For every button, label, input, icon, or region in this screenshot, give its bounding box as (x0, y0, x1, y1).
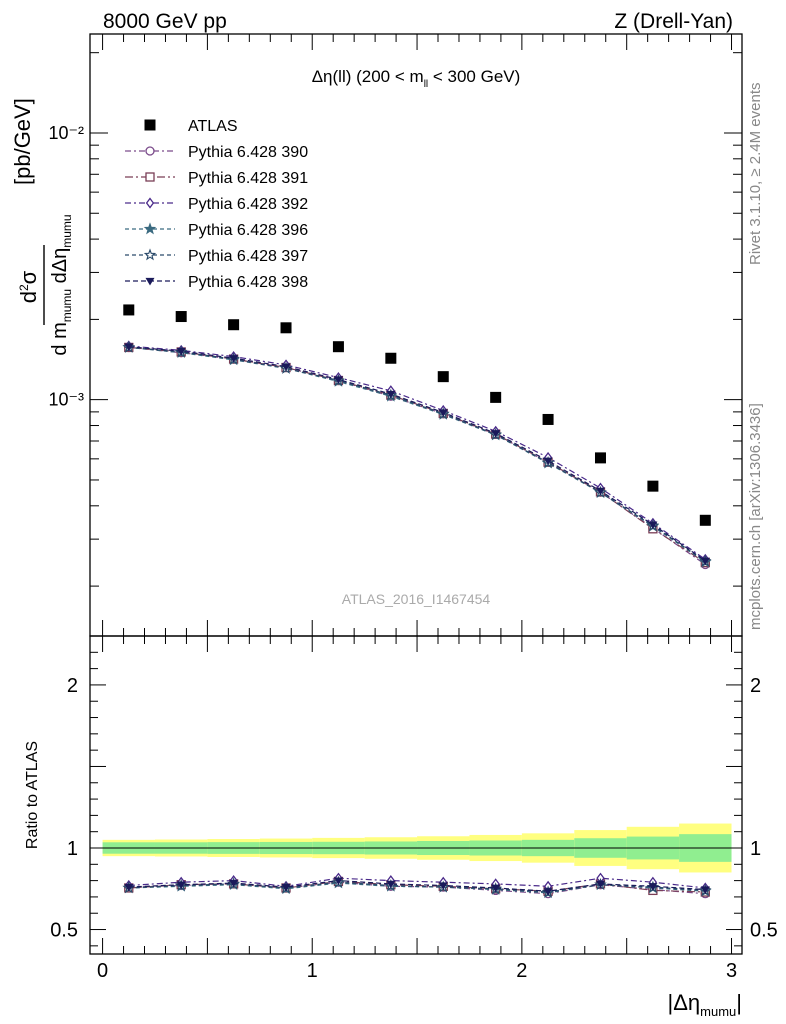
legend-marker (145, 197, 155, 209)
ratio-point (648, 883, 658, 891)
data-point-atlas (594, 452, 606, 464)
data-point-mc (491, 430, 501, 438)
legend-label: Pythia 6.428 397 (188, 248, 308, 265)
y-tick-label-main: 10⁻³ (48, 390, 84, 410)
legend-marker (144, 119, 156, 131)
mcplots-label: mcplots.cern.ch [arXiv:1306.3436] (747, 403, 764, 630)
main-title: Δη(ll) (200 < mll < 300 GeV) (312, 67, 521, 90)
svg-text:d mmumu dΔηmumu: d mmumu dΔηmumu (49, 214, 74, 355)
ratio-point (229, 879, 239, 888)
series-line (128, 346, 706, 564)
x-tick-label: 0 (97, 960, 108, 982)
ratio-series (122, 872, 712, 899)
ratio-point (176, 881, 186, 890)
main-ticks: 10⁻³ 10⁻² (48, 34, 742, 636)
series-line (128, 346, 706, 562)
x-tick-label: 1 (307, 960, 318, 982)
ratio-point (543, 888, 553, 896)
svg-text:[pb/GeV]: [pb/GeV] (10, 98, 35, 185)
x-tick-label: 3 (726, 960, 737, 982)
legend-label: Pythia 6.428 392 (188, 196, 308, 213)
svg-text:d2σ: d2σ (16, 270, 41, 303)
series-line (128, 345, 706, 560)
ratio-point (491, 884, 501, 893)
legend-marker (145, 172, 155, 182)
ratio-point (438, 882, 448, 891)
series-line (128, 346, 706, 562)
data-point-mc (438, 409, 448, 418)
data-point-mc (543, 457, 553, 466)
ratio-point (124, 883, 134, 892)
y-axis-label-ratio: Ratio to ATLAS (24, 741, 41, 849)
x-axis-label: |Δηmumu| (668, 990, 743, 1019)
data-point-mc (386, 390, 396, 399)
data-point-mc (124, 343, 134, 352)
data-point-atlas (647, 480, 659, 492)
legend-marker (145, 146, 155, 156)
data-point-mc (700, 557, 710, 566)
data-point-mc (229, 355, 239, 363)
y-tick-label-ratio-right: 1 (750, 838, 761, 860)
analysis-label: ATLAS_2016_I1467454 (342, 591, 491, 607)
data-point-atlas (437, 371, 449, 383)
ratio-point (386, 880, 396, 889)
ratio-point (595, 880, 605, 889)
data-point-atlas (490, 391, 502, 403)
rivet-label: Rivet 3.1.10, ≥ 2.4M events (747, 83, 764, 266)
legend-marker (145, 277, 155, 286)
y-tick-label-main: 10⁻² (48, 123, 84, 143)
ratio-series-line (128, 877, 706, 889)
ratio-series-line (128, 881, 706, 893)
y-tick-label-ratio: 0.5 (50, 920, 78, 942)
main-panel: 10⁻³ 10⁻² Δη(ll) (200 < mll < 300 GeV) AT… (10, 33, 764, 637)
y-tick-label-ratio: 1 (67, 838, 78, 860)
y-tick-label-ratio-right: 2 (750, 675, 761, 697)
data-point-mc (648, 521, 658, 530)
data-point-atlas (123, 304, 135, 316)
legend-label: Pythia 6.428 398 (188, 274, 308, 291)
data-point-mc (176, 348, 186, 356)
series-line (128, 346, 706, 565)
ratio-series-line (128, 880, 706, 893)
legend-label: Pythia 6.428 390 (188, 144, 308, 161)
data-point-atlas (175, 311, 187, 323)
ratio-point (281, 883, 291, 892)
data-point-atlas (542, 413, 554, 425)
data-point-atlas (332, 341, 344, 353)
data-point-mc (595, 487, 605, 496)
legend: ATLAS Pythia 6.428 390 Pythia 6.428 391 Pyt… (125, 118, 308, 291)
ratio-point (700, 886, 710, 895)
x-tick-label: 2 (516, 960, 527, 982)
data-point-atlas (228, 319, 240, 331)
legend-label: Pythia 6.428 391 (188, 170, 308, 187)
legend-marker (143, 248, 157, 261)
legend-label: ATLAS (188, 118, 238, 135)
legend-label: Pythia 6.428 396 (188, 222, 308, 239)
legend-marker (143, 222, 157, 235)
y-axis-label-main: d2σ d mmumu dΔηmumu [pb/GeV] (10, 98, 74, 355)
ratio-series-line (128, 879, 706, 892)
ratio-panel: 0.5 0.5 1 1 2 2 0 1 2 3 Ratio to ATLAS |Δηmumu| (24, 635, 778, 1019)
ratio-frame (89, 635, 743, 955)
data-point-atlas (385, 352, 397, 364)
ratio-ticks: 0.5 0.5 1 1 2 2 0 1 2 3 (50, 635, 778, 982)
y-tick-label-ratio: 2 (67, 675, 78, 697)
data-point-mc (281, 363, 291, 372)
data-point-atlas (280, 322, 292, 334)
main-series (122, 304, 712, 570)
data-point-mc (333, 376, 343, 385)
y-tick-label-ratio-right: 0.5 (750, 920, 778, 942)
data-point-atlas (699, 514, 711, 526)
ratio-point (333, 877, 343, 886)
header-left: 8000 GeV pp (103, 10, 227, 33)
header-right: Z (Drell-Yan) (614, 10, 733, 33)
series-line (128, 346, 706, 563)
